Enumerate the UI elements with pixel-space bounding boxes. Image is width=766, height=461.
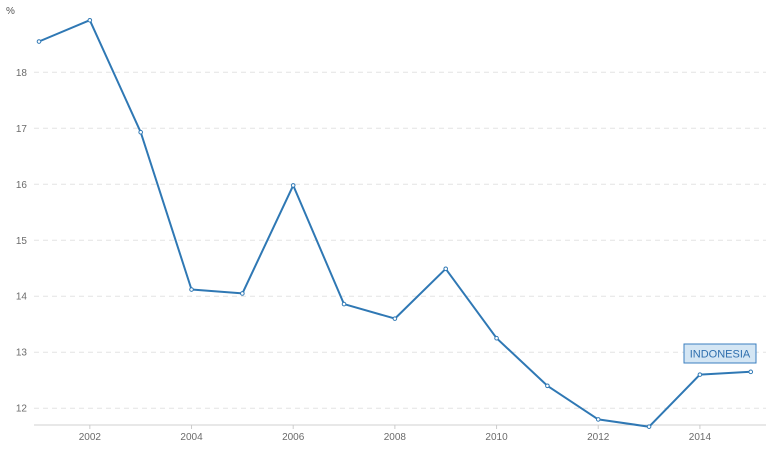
data-point-2012[interactable] [595,417,601,422]
series-legend: INDONESIA [683,343,757,364]
data-point-2009[interactable] [443,266,449,272]
y-tick-label: 13 [16,348,28,359]
x-tick-label: 2014 [689,432,712,443]
data-point-2010[interactable] [494,335,499,341]
y-axis-unit-label: % [6,6,15,17]
data-point-2006[interactable] [290,183,296,188]
y-axis-tick-labels: 12 13 14 15 16 17 18 [16,68,28,415]
y-tick-label: 16 [16,180,28,191]
y-tick-label: 15 [16,236,28,247]
y-tick-label: 12 [16,404,28,415]
data-point-2007[interactable] [341,301,347,307]
y-tick-label: 18 [16,68,28,79]
data-point-2005[interactable] [240,291,245,296]
y-tick-label: 17 [16,124,28,135]
data-point-2001[interactable] [36,39,42,44]
x-tick-label: 2012 [587,432,610,443]
data-point-2004[interactable] [189,287,194,292]
x-tick-label: 2008 [384,432,407,443]
data-point-2014[interactable] [697,372,703,377]
x-tick-label: 2010 [485,432,508,443]
gridlines [34,71,766,409]
data-point-2003[interactable] [138,129,143,135]
data-point-2015[interactable] [748,369,754,375]
series-layer [36,17,754,429]
x-tick-label: 2004 [180,432,203,443]
x-axis: 2002 2004 2006 2008 2010 2012 2014 [34,424,766,443]
series-legend-label: INDONESIA [690,349,751,361]
data-point-2011[interactable] [545,383,550,389]
data-point-2008[interactable] [392,316,398,321]
series-legend-box [683,343,757,364]
x-tick-label: 2002 [79,432,102,443]
data-point-2002[interactable] [87,17,93,23]
y-tick-label: 14 [16,292,28,303]
data-point-2013[interactable] [646,424,652,429]
series-line [38,19,752,428]
x-tick-label: 2006 [282,432,305,443]
